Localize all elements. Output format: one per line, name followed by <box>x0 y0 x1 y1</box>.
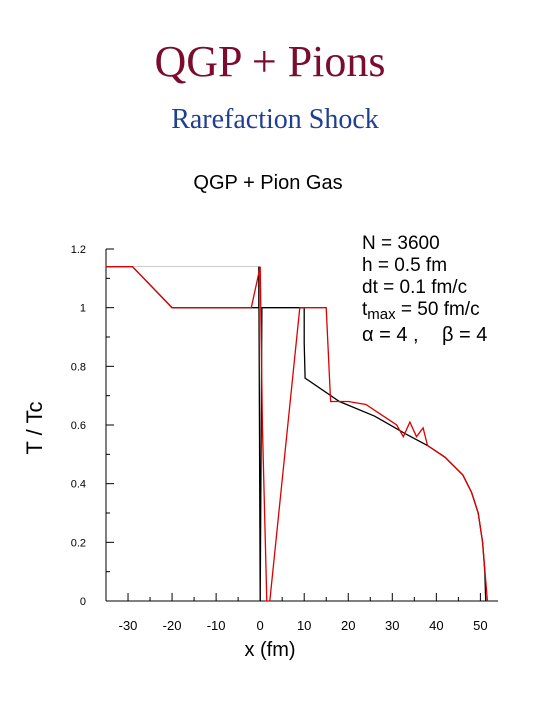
annotation-beta: β = 4 <box>442 324 487 346</box>
x-tick-label: 20 <box>341 618 355 633</box>
x-tick-label: 30 <box>385 618 399 633</box>
y-tick-label: 0.8 <box>71 361 86 373</box>
series-group <box>106 265 489 602</box>
y-axis-label: T / Tc <box>22 402 47 455</box>
y-tick-label: 0.6 <box>71 420 86 432</box>
axes: 0 0.2 0.4 0.6 0.8 1 1.2 -30 -20 -10 0 10 20 30 40 50 <box>71 244 498 633</box>
y-tick-label: 0 <box>80 596 86 608</box>
x-tick-label: 0 <box>257 618 264 633</box>
annotation-alpha: α = 4 , <box>362 324 419 346</box>
annotation-tmax-base: t <box>362 299 368 320</box>
y-tick-label: 1.2 <box>71 244 86 256</box>
x-axis-label: x (fm) <box>244 639 295 661</box>
slide-title: QGP + Pions <box>154 37 386 86</box>
x-tick-label: -20 <box>163 618 182 633</box>
chart-title: QGP + Pion Gas <box>193 172 342 194</box>
slide-subtitle: Rarefaction Shock <box>171 104 379 135</box>
annotation-h: h = 0.5 fm <box>362 255 447 276</box>
y-tick-label: 0.4 <box>71 479 86 491</box>
x-tick-label: -30 <box>119 618 138 633</box>
annotation-dt: dt = 0.1 fm/c <box>362 277 467 298</box>
annotation-n: N = 3600 <box>362 233 440 254</box>
annotation-tmax-sub: max <box>367 306 396 323</box>
y-tick-label: 0.2 <box>71 537 86 549</box>
x-tick-label: -10 <box>207 618 226 633</box>
x-tick-label: 10 <box>297 618 311 633</box>
annotation-tmax-rest: = 50 fm/c <box>396 299 480 320</box>
x-tick-label: 40 <box>429 618 443 633</box>
x-tick-label: 50 <box>473 618 487 633</box>
annotation-tmax: tmax = 50 fm/c <box>362 299 480 323</box>
y-tick-label: 1 <box>80 303 86 315</box>
series-line-2 <box>106 265 489 602</box>
